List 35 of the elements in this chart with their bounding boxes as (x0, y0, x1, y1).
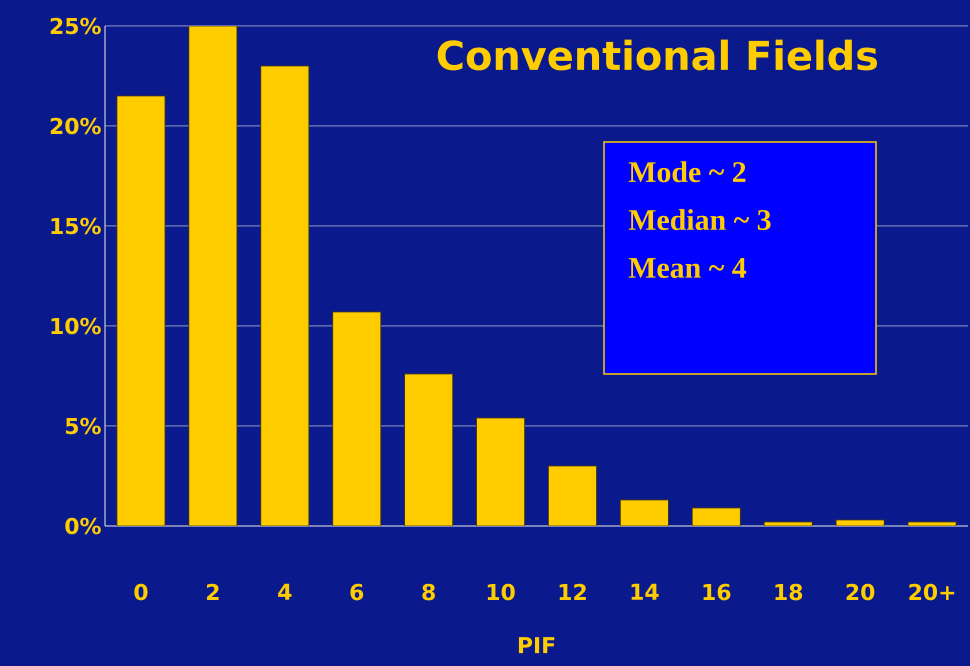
y-tick-label: 10% (51, 318, 101, 334)
y-tick-label: 0% (65, 518, 101, 534)
y-tick-label: 20% (50, 118, 101, 134)
annotation: Median ~ 3 (628, 209, 771, 230)
x-tick-label: 14 (632, 584, 659, 600)
bar (620, 500, 669, 526)
x-tick-label: 8 (422, 584, 435, 600)
x-tick-label: 12 (560, 584, 586, 600)
x-tick-label: 16 (704, 584, 730, 600)
chart-title: Conventional Fields (438, 40, 878, 70)
x-tick-label: 6 (350, 584, 364, 600)
bar (332, 312, 382, 526)
x-tick-label: 20 (846, 584, 874, 600)
x-tick-label: 20+ (909, 584, 954, 600)
x-axis-title: PIF (518, 637, 554, 654)
bar (476, 418, 525, 526)
x-tick-label: 4 (278, 584, 292, 600)
x-tick-label: 10 (488, 584, 515, 600)
x-tick-label: 2 (206, 584, 219, 600)
x-tick-label: 18 (775, 584, 802, 600)
y-tick-label: 5% (66, 418, 101, 434)
y-tick-label: 25% (50, 18, 101, 34)
y-tick-label: 15% (51, 218, 101, 234)
bar (188, 26, 238, 526)
annotation: Mode ~ 2 (628, 161, 746, 182)
bar (260, 66, 310, 526)
bar (692, 508, 741, 526)
bar (404, 374, 454, 526)
bar (116, 96, 166, 526)
bar (548, 466, 597, 526)
bar (908, 522, 956, 526)
annotation: Mean ~ 4 (628, 258, 746, 278)
bar (836, 520, 885, 526)
bar (764, 522, 813, 526)
x-tick-label: 0 (134, 584, 148, 600)
